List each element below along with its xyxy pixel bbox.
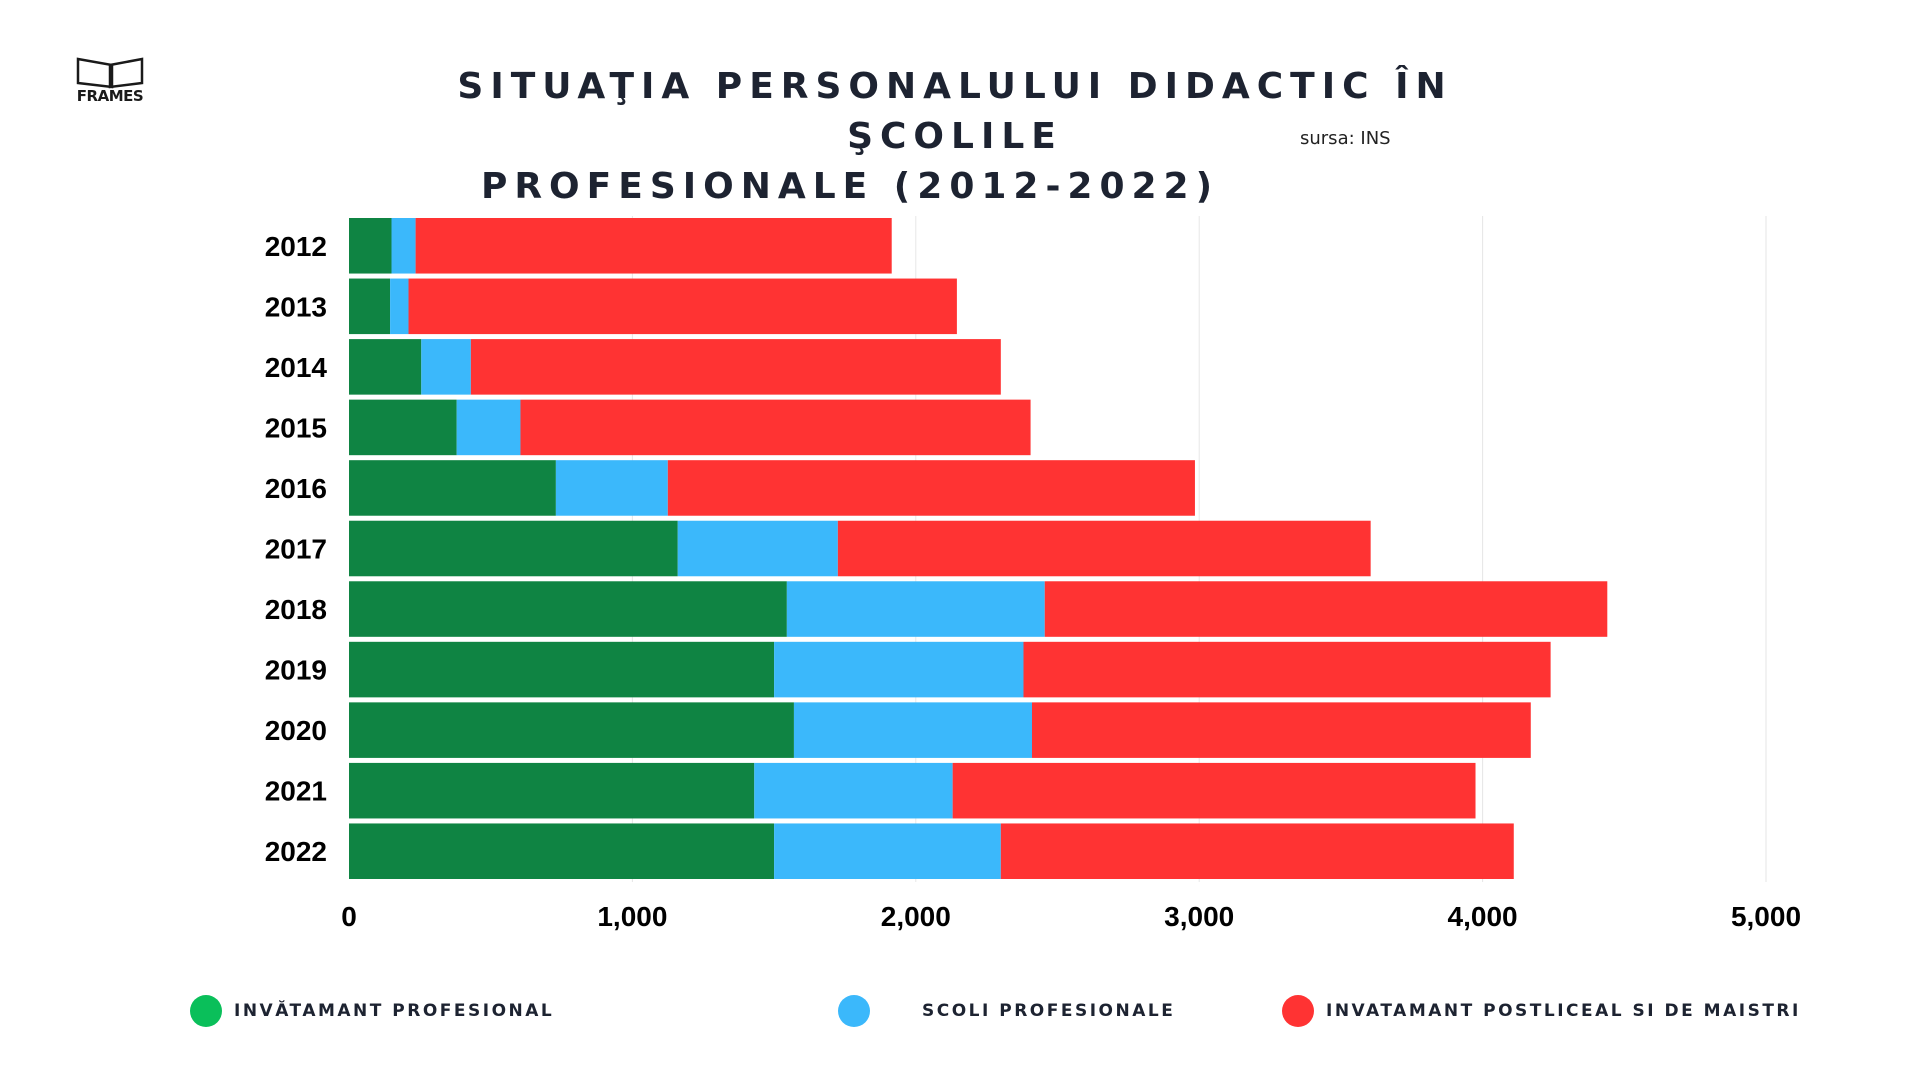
bar-segment [677,520,838,577]
bar-segment [349,218,392,274]
bar-segment [555,460,668,516]
y-tick-label: 2015 [265,412,327,443]
bar-segment [391,218,416,274]
legend-swatch [838,995,870,1027]
bar-segment [520,399,1031,456]
y-tick-label: 2014 [265,352,328,383]
y-tick-label: 2021 [265,776,327,807]
x-tick-label: 2,000 [881,901,951,932]
legend-label: SCOLI PROFESIONALE [922,1001,1176,1021]
x-tick-label: 5,000 [1731,901,1801,932]
bar-segment [952,762,1476,819]
bar-segment [349,823,775,879]
bar-segment [837,520,1371,577]
bar-segment [421,339,471,395]
legend-swatch [1282,995,1314,1027]
bar-segment [793,702,1032,758]
chart-title-line2: PROFESIONALE (2012-2022) [480,166,1220,207]
bar-segment [390,278,409,335]
bar-segment [1023,641,1551,698]
bar-segment [349,520,678,577]
y-tick-label: 2022 [265,836,327,867]
x-tick-label: 4,000 [1448,901,1518,932]
bar-segment [349,762,755,819]
bar-segment [774,823,1001,879]
bar-segment [470,339,1001,395]
x-tick-label: 0 [341,901,357,932]
chart-source: sursa: INS [1300,128,1391,149]
y-tick-label: 2013 [265,291,327,322]
bar-segment [349,702,794,758]
bar-segment [456,399,521,456]
frames-logo: FRAMES [70,55,150,110]
y-tick-label: 2019 [265,655,327,686]
chart-title-line1: SITUAŢIA PERSONALULUI DIDACTIC ÎN ŞCOLIL… [457,66,1453,157]
bar-segment [754,762,953,819]
bar-segment [1000,823,1514,879]
bar-segment [349,278,391,335]
bar-segment [415,218,892,274]
bar-segment [1044,581,1608,637]
legend-label: INVĂTAMANT PROFESIONAL [234,1001,555,1021]
y-tick-label: 2018 [265,594,327,625]
bar-segment [349,339,422,395]
y-tick-label: 2016 [265,473,327,504]
bar-segment [1031,702,1531,758]
bar-segment [408,278,957,335]
chart-area: 0 1,000 2,000 3,000 4,000 5,000 2012 2013 2014 20… [265,216,1801,932]
legend-item-invatamant-postliceal: INVATAMANT POSTLICEAL SI DE MAISTRI [1282,995,1801,1027]
legend-item-scoli-profesionale: SCOLI PROFESIONALE [838,995,1175,1027]
frames-logo-icon [76,57,144,89]
y-tick-label: 2017 [265,534,327,565]
bar-segment [786,581,1045,637]
x-tick-label: 3,000 [1164,901,1234,932]
bar-segment [349,641,775,698]
legend-swatch [190,995,222,1027]
bar-segment [667,460,1195,516]
legend-item-invatamant-profesional: INVĂTAMANT PROFESIONAL [190,995,554,1027]
legend-label: INVATAMANT POSTLICEAL SI DE MAISTRI [1326,1001,1801,1021]
bar-segment [349,460,556,516]
bar-segment [774,641,1024,698]
y-tick-label: 2012 [265,231,327,262]
chart-title: SITUAŢIA PERSONALULUI DIDACTIC ÎN ŞCOLIL… [380,62,1530,212]
logo-text: FRAMES [76,87,144,105]
bar-segment [349,399,457,456]
x-tick-label: 1,000 [597,901,667,932]
bar-segment [349,581,787,637]
y-tick-label: 2020 [265,715,327,746]
